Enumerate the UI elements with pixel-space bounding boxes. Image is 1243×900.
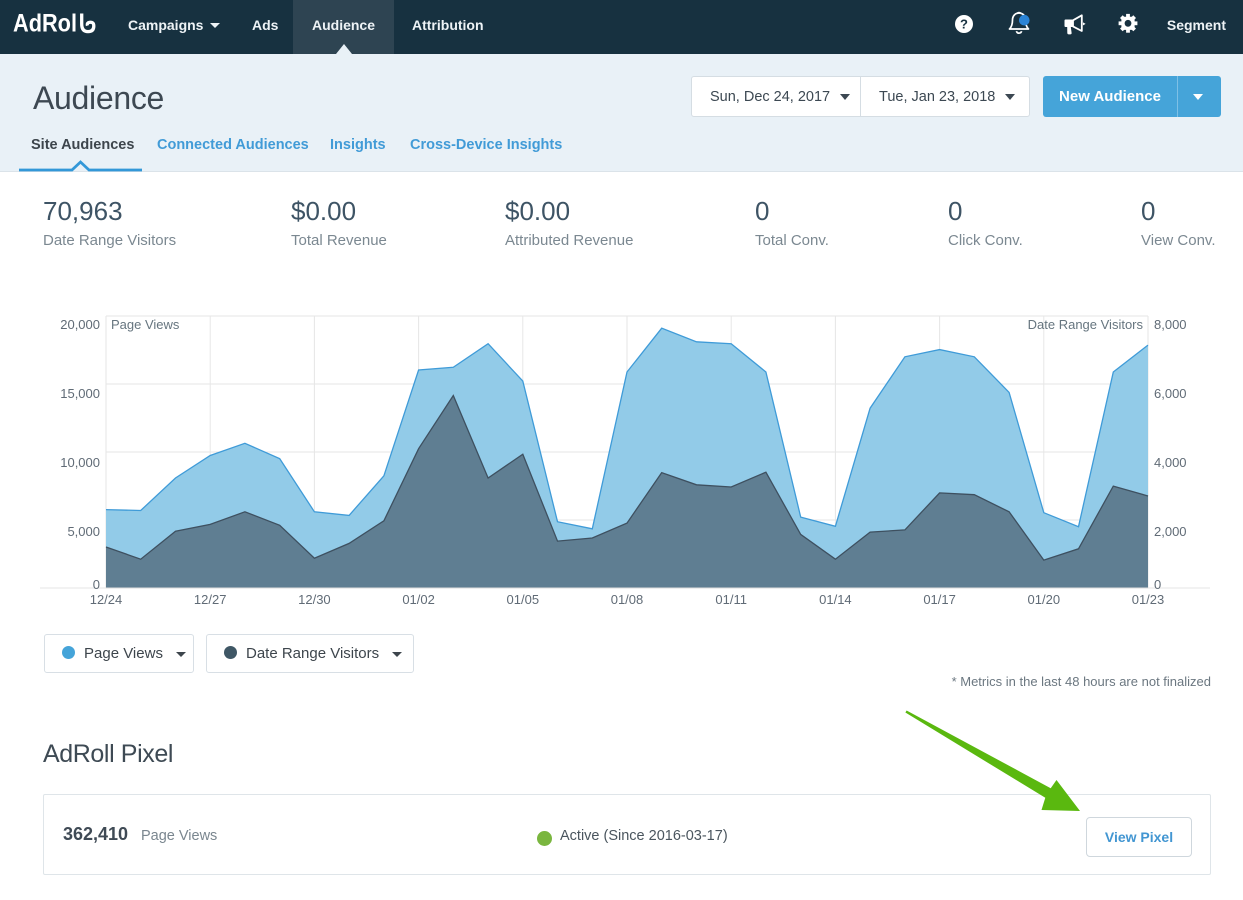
svg-text:5,000: 5,000 xyxy=(67,524,100,539)
svg-text:6,000: 6,000 xyxy=(1154,386,1187,401)
svg-text:?: ? xyxy=(960,17,968,32)
svg-text:12/27: 12/27 xyxy=(194,592,227,607)
svg-text:20,000: 20,000 xyxy=(60,317,100,332)
svg-text:01/17: 01/17 xyxy=(923,592,956,607)
svg-text:12/24: 12/24 xyxy=(90,592,123,607)
svg-text:Page Views: Page Views xyxy=(111,317,180,332)
svg-text:2,000: 2,000 xyxy=(1154,524,1187,539)
svg-text:01/20: 01/20 xyxy=(1028,592,1061,607)
svg-text:01/05: 01/05 xyxy=(507,592,540,607)
svg-text:8,000: 8,000 xyxy=(1154,317,1187,332)
svg-text:01/02: 01/02 xyxy=(402,592,435,607)
svg-text:01/08: 01/08 xyxy=(611,592,644,607)
svg-text:0: 0 xyxy=(93,577,100,592)
svg-text:10,000: 10,000 xyxy=(60,455,100,470)
svg-text:12/30: 12/30 xyxy=(298,592,331,607)
svg-text:01/23: 01/23 xyxy=(1132,592,1165,607)
svg-text:01/14: 01/14 xyxy=(819,592,852,607)
svg-text:15,000: 15,000 xyxy=(60,386,100,401)
svg-text:4,000: 4,000 xyxy=(1154,455,1187,470)
svg-text:0: 0 xyxy=(1154,577,1161,592)
svg-text:Date Range Visitors: Date Range Visitors xyxy=(1028,317,1144,332)
svg-text:AdRol: AdRol xyxy=(13,12,77,38)
svg-text:01/11: 01/11 xyxy=(715,592,747,607)
